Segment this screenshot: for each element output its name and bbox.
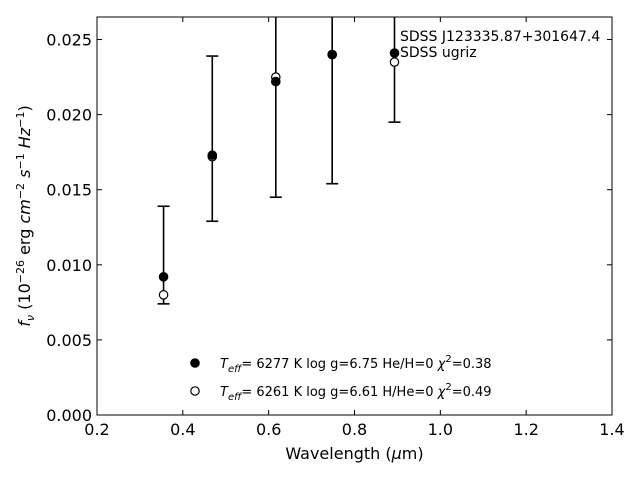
legend: Teff= 6277 K log g=6.75 He/H=0 χ2=0.38 Te… <box>190 354 492 403</box>
object-name-annotation: SDSS J123335.87+301647.4 <box>400 29 600 45</box>
filled-data-point <box>270 76 281 87</box>
plot-frame <box>96 16 613 416</box>
open-data-point <box>389 57 400 67</box>
y-tick-label: 0.010 <box>46 256 92 275</box>
filled-data-point <box>327 49 337 60</box>
x-axis-label: Wavelength (μm) <box>285 444 423 463</box>
open-data-point <box>158 290 169 300</box>
filled-data-point <box>389 48 400 58</box>
x-tick-label: 0.6 <box>256 420 281 439</box>
x-tick-label: 1.2 <box>513 420 538 439</box>
ticks-layer: 0.2 0.4 0.6 0.8 1.0 1.2 1.4 0.000 0.005 0.010 0.01… <box>46 17 625 439</box>
y-tick-label: 0.000 <box>46 406 92 425</box>
errorbars-layer <box>157 17 401 305</box>
filled-data-point <box>207 150 218 160</box>
y-tick-label: 0.005 <box>46 331 92 350</box>
x-tick-label: 1.4 <box>599 420 624 439</box>
legend-entry-label: Teff= 6261 K log g=6.61 H/He=0 χ2=0.49 <box>220 382 492 403</box>
legend-filled-marker <box>190 358 200 368</box>
filled-data-point <box>158 272 169 282</box>
y-tick-label: 0.020 <box>46 106 92 125</box>
filter-set-annotation: SDSS ugriz <box>400 45 477 61</box>
x-tick-label: 0.4 <box>170 420 195 439</box>
x-tick-label: 0.8 <box>342 420 367 439</box>
x-tick-label: 1.0 <box>428 420 453 439</box>
legend-entry-label: Teff= 6277 K log g=6.75 He/H=0 χ2=0.38 <box>220 354 492 375</box>
y-tick-label: 0.025 <box>46 31 92 50</box>
y-axis-label: fν (10−26 erg cm−2 s−1 Hz−1) <box>14 105 37 326</box>
y-tick-label: 0.015 <box>46 181 92 200</box>
x-tick-label: 0.2 <box>84 420 109 439</box>
points-layer <box>158 48 400 300</box>
legend-open-marker <box>190 386 200 396</box>
